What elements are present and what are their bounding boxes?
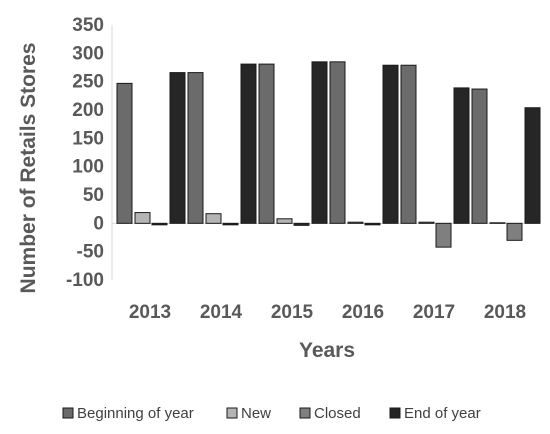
bar-offset-2015 <box>293 223 310 226</box>
bar-beginning-of-year-2013 <box>116 82 133 224</box>
x-axis-title: Years <box>299 339 355 362</box>
y-tick-label: 300 <box>72 43 104 64</box>
bar-closed-2018 <box>506 222 523 241</box>
bar-end-of-year-2017 <box>453 87 470 224</box>
y-tick-label: 50 <box>83 185 104 206</box>
y-tick-label: 350 <box>72 15 104 36</box>
x-tick-label: 2016 <box>342 302 384 323</box>
bar-beginning-of-year-2015 <box>258 63 275 224</box>
y-tick-label: 150 <box>72 128 104 149</box>
bars <box>116 61 541 248</box>
legend-swatch <box>226 407 238 419</box>
legend-label: Closed <box>314 405 361 422</box>
bar-new-2017 <box>418 221 435 224</box>
bar-end-of-year-2013 <box>169 72 186 224</box>
bar-offset-2016 <box>364 223 381 225</box>
legend-label: New <box>241 405 271 422</box>
x-tick-label: 2014 <box>200 302 243 323</box>
y-tick-label: 200 <box>72 100 104 121</box>
bar-end-of-year-2018 <box>524 107 541 224</box>
y-axis-title: Number of Retails Stores <box>17 43 40 294</box>
bar-new-2018 <box>489 222 506 224</box>
bar-end-of-year-2015 <box>311 61 328 224</box>
bar-offset-2013 <box>151 223 168 225</box>
y-tick-label: 0 <box>93 213 104 234</box>
bar-beginning-of-year-2018 <box>471 88 488 224</box>
bar-closed-2017 <box>435 222 452 248</box>
bar-beginning-of-year-2014 <box>187 72 204 224</box>
x-tick-label: 2018 <box>484 302 526 323</box>
x-tick-label: 2013 <box>129 302 171 323</box>
bar-new-2014 <box>205 213 222 224</box>
y-tick-label: -100 <box>66 270 104 291</box>
bar-new-2015 <box>276 218 293 224</box>
bar-offset-2014 <box>222 223 239 225</box>
x-tick-label: 2017 <box>413 302 455 323</box>
legend-label: End of year <box>404 405 481 422</box>
y-tick-label: 250 <box>72 72 104 93</box>
bar-new-2013 <box>134 212 151 224</box>
y-axis-ticks: -100 -50 0 50 100 150 200 250 300 350 <box>66 15 104 291</box>
bar-beginning-of-year-2016 <box>329 61 346 224</box>
legend-label: Beginning of year <box>77 405 194 422</box>
legend-swatch <box>62 407 74 419</box>
x-tick-label: 2015 <box>271 302 314 323</box>
x-axis-ticks: 2013 2014 2015 2016 2017 2018 <box>129 302 526 323</box>
y-tick-label: 100 <box>72 157 104 178</box>
bar-beginning-of-year-2017 <box>400 64 417 224</box>
legend: Beginning of year New Closed End of year <box>62 405 481 422</box>
legend-swatch <box>389 407 401 419</box>
bar-new-2016 <box>347 221 364 224</box>
legend-swatch <box>299 407 311 419</box>
bar-end-of-year-2014 <box>240 63 257 224</box>
bar-end-of-year-2016 <box>382 64 399 224</box>
y-tick-label: -50 <box>77 242 104 263</box>
